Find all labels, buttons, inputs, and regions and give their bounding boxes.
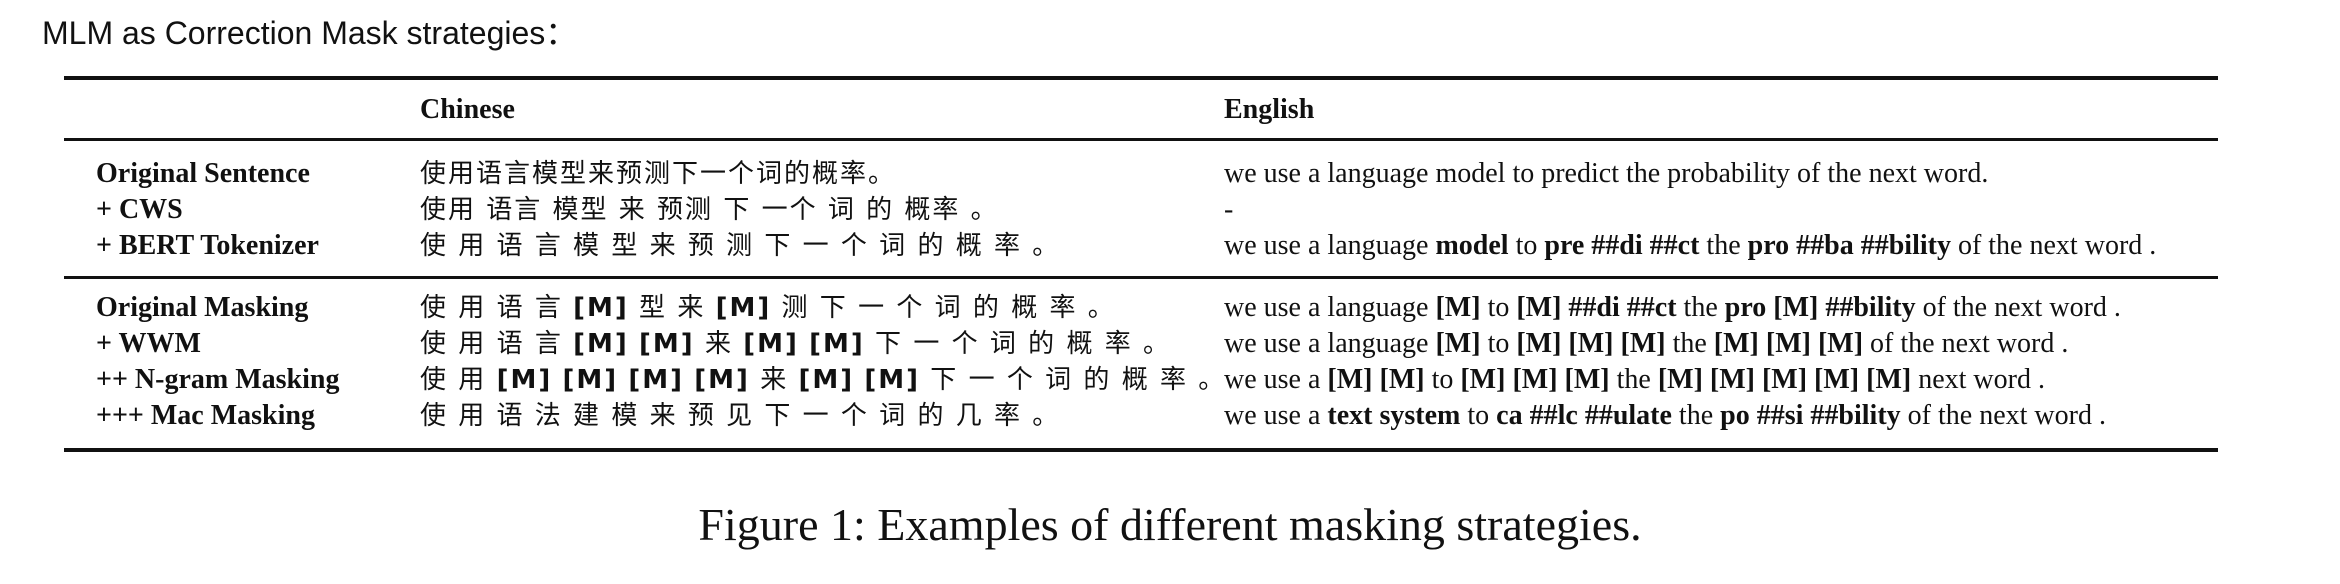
english-cell: we use a [M] [M] to [M] [M] [M] the [M] … bbox=[1224, 364, 2045, 395]
table-row: ++ N-gram Masking 使 用 [M] [M] [M] [M] 来 … bbox=[64, 362, 2218, 398]
table-group-rule bbox=[64, 276, 2218, 279]
header-chinese: Chinese bbox=[420, 94, 515, 125]
chinese-cell: 使 用 语 言 模 型 来 预 测 下 一 个 词 的 概 率 。 bbox=[420, 231, 1061, 261]
page-header: MLM as Correction Mask strategies： bbox=[42, 15, 578, 51]
chinese-cell: 使 用 [M] [M] [M] [M] 来 [M] [M] 下 一 个 词 的 … bbox=[420, 365, 1227, 395]
chinese-cell: 使 用 语 言 [M] 型 来 [M] 测 下 一 个 词 的 概 率 。 bbox=[420, 293, 1116, 323]
row-label: + WWM bbox=[96, 328, 201, 359]
header-english: English bbox=[1224, 94, 1315, 125]
row-label: ++ N-gram Masking bbox=[96, 364, 340, 395]
table-header-rule bbox=[64, 138, 2218, 141]
table-row: + CWS 使用 语言 模型 来 预测 下 一个 词 的 概率 。 - bbox=[64, 192, 2218, 228]
english-cell: we use a language [M] to [M] ##di ##ct t… bbox=[1224, 292, 2121, 323]
table-row: + BERT Tokenizer 使 用 语 言 模 型 来 预 测 下 一 个… bbox=[64, 228, 2218, 264]
table-row: Original Sentence 使用语言模型来预测下一个词的概率。 we u… bbox=[64, 156, 2218, 192]
english-cell: - bbox=[1224, 194, 1234, 225]
chinese-cell: 使用 语言 模型 来 预测 下 一个 词 的 概率 。 bbox=[420, 195, 999, 225]
row-label: + CWS bbox=[96, 194, 183, 225]
row-label: + BERT Tokenizer bbox=[96, 230, 319, 261]
english-cell: we use a language model to pre ##di ##ct… bbox=[1224, 230, 2157, 261]
table-top-rule bbox=[64, 76, 2218, 80]
english-cell: we use a language [M] to [M] [M] [M] the… bbox=[1224, 328, 2069, 359]
row-label: Original Masking bbox=[96, 292, 309, 323]
table-row: Original Masking 使 用 语 言 [M] 型 来 [M] 测 下… bbox=[64, 290, 2218, 326]
chinese-cell: 使 用 语 言 [M] [M] 来 [M] [M] 下 一 个 词 的 概 率 … bbox=[420, 329, 1172, 359]
table-row: + WWM 使 用 语 言 [M] [M] 来 [M] [M] 下 一 个 词 … bbox=[64, 326, 2218, 362]
row-label: Original Sentence bbox=[96, 158, 310, 189]
chinese-cell: 使用语言模型来预测下一个词的概率。 bbox=[420, 159, 897, 189]
row-label: +++ Mac Masking bbox=[96, 400, 315, 431]
table-row: +++ Mac Masking 使 用 语 法 建 模 来 预 见 下 一 个 … bbox=[64, 398, 2218, 434]
figure-caption: Figure 1: Examples of different masking … bbox=[698, 499, 1642, 550]
chinese-cell: 使 用 语 法 建 模 来 预 见 下 一 个 词 的 几 率 。 bbox=[420, 401, 1061, 431]
english-cell: we use a language model to predict the p… bbox=[1224, 158, 1989, 189]
table-bottom-rule bbox=[64, 448, 2218, 452]
english-cell: we use a text system to ca ##lc ##ulate … bbox=[1224, 400, 2106, 431]
